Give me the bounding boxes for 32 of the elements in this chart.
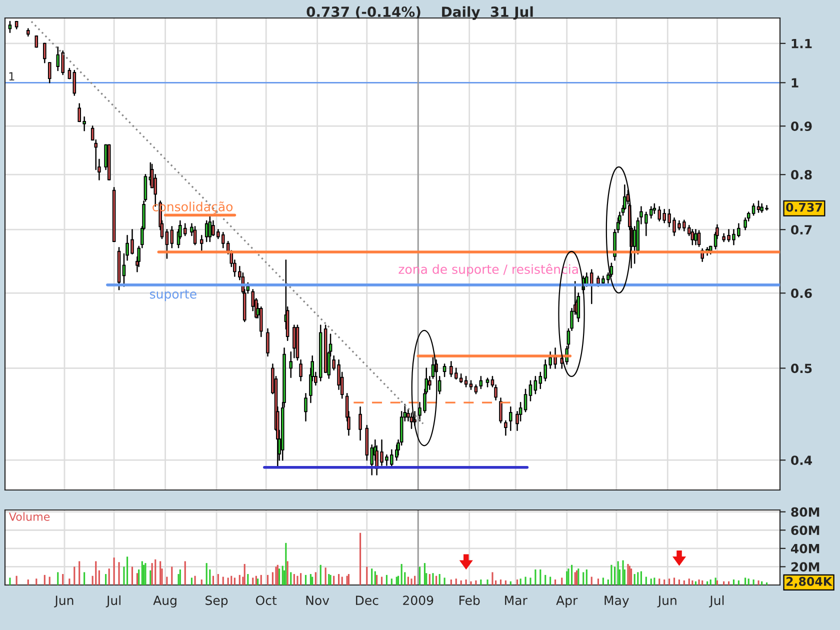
x-tick-label: Apr [556, 596, 578, 608]
y-tick-label: 0.6 [791, 288, 812, 298]
annotation: suporte [150, 290, 196, 302]
y-tick-label: 20M [791, 562, 820, 572]
y-tick-label: 0.5 [791, 364, 812, 374]
annotation: 2,804K [786, 576, 832, 588]
x-tick-label: Aug [153, 596, 176, 608]
chart-title: 0.737 (-0.14%) Daily 31 Jul [306, 6, 533, 20]
x-tick-label: Nov [306, 596, 330, 606]
x-tick-label: 2009 [403, 596, 434, 606]
x-tick-label: Jun [657, 596, 676, 608]
y-tick-label: 40M [790, 544, 820, 554]
x-tick-label: Jun [54, 596, 74, 608]
y-tick-label: 60M [791, 526, 820, 536]
y-tick-label: 1 [792, 78, 798, 88]
x-tick-label: Feb [460, 595, 480, 606]
x-tick-label: Jul [106, 595, 120, 608]
x-tick-label: Jul [709, 595, 724, 608]
x-tick-label: Oct [256, 596, 277, 606]
annotation: 0.737 [786, 202, 822, 212]
x-tick-label: Mar [505, 596, 528, 606]
x-tick-label: Sep [206, 596, 228, 608]
ref-line-label: 1 [9, 72, 14, 80]
y-tick-label: 0.7 [791, 225, 812, 235]
y-tick-label: 80M [791, 507, 820, 517]
y-tick-label: 0.4 [791, 456, 812, 466]
y-tick-label: 1.1 [792, 39, 812, 48]
y-tick-label: 0.8 [791, 170, 812, 180]
x-tick-label: Dec [356, 596, 378, 606]
y-tick-label: 0.9 [791, 122, 812, 131]
chart-title: Volume [8, 512, 50, 521]
x-tick-label: May [604, 596, 629, 608]
